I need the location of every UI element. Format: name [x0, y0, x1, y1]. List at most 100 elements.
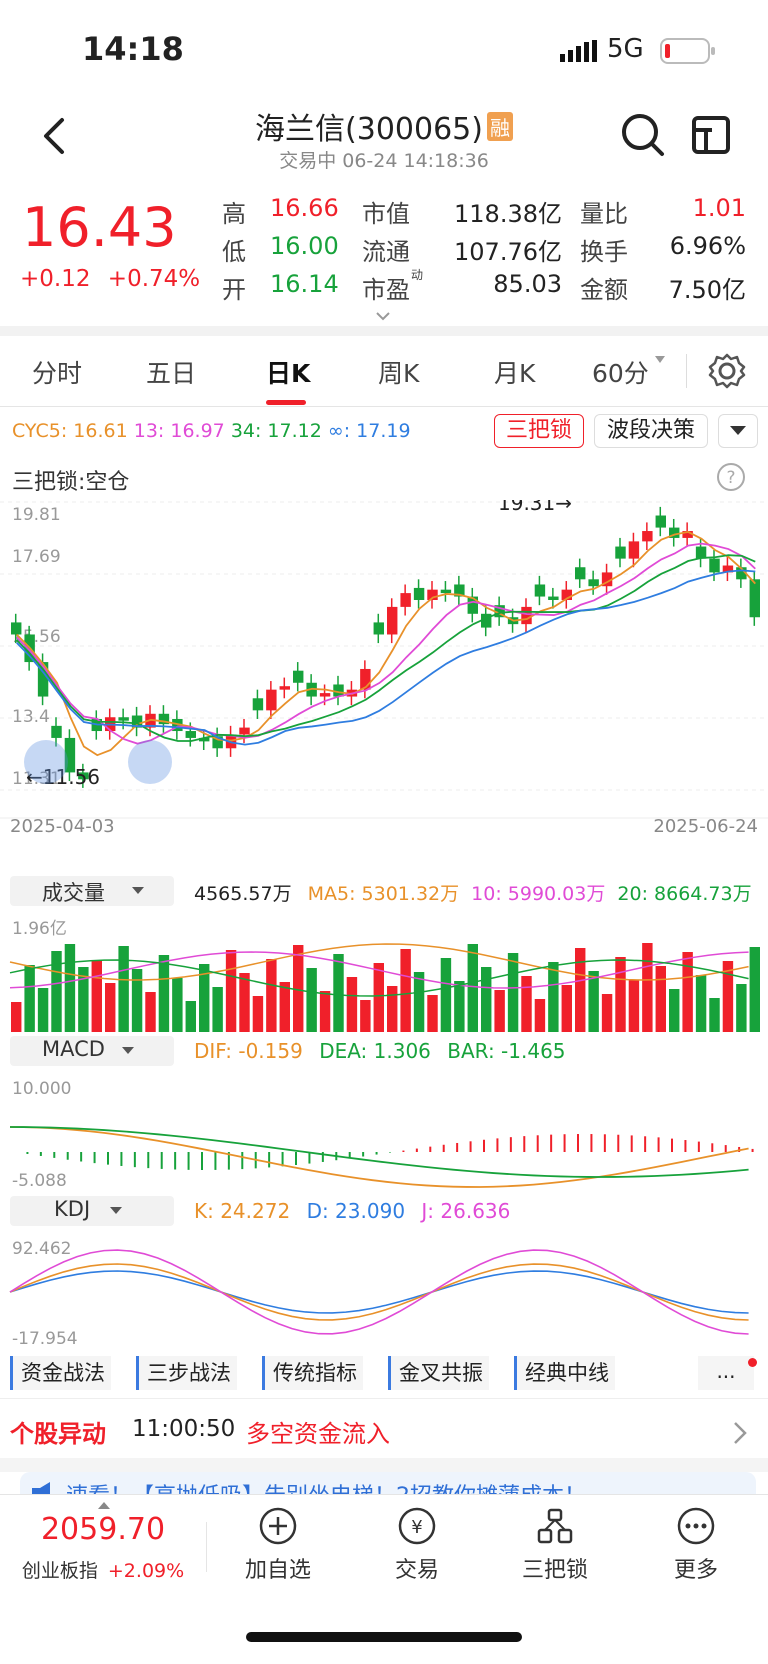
help-icon[interactable]: ? — [716, 462, 746, 492]
kdj-line — [9, 1263, 749, 1321]
cyc34-label: 34: 17.12 — [230, 420, 322, 442]
dropdown-triangle-icon[interactable] — [655, 356, 665, 364]
indicator-tag-0[interactable]: 资金战法 — [10, 1356, 111, 1390]
indicator-tag-3[interactable]: 金叉共振 — [388, 1356, 489, 1390]
quote-label: 高 — [222, 200, 246, 228]
candle-body — [333, 684, 344, 697]
quote-value: 6.96% — [669, 232, 746, 260]
volume-bar — [105, 983, 116, 1032]
volume-bar — [548, 962, 559, 1032]
quote-label: 市盈 — [362, 276, 410, 304]
status-bar: 14:18 5G — [0, 0, 768, 100]
candle-body — [695, 546, 707, 559]
pe-type-superscript: 动 — [411, 268, 424, 282]
candle-body — [709, 558, 720, 573]
volume-bar — [669, 989, 680, 1032]
kline-chart[interactable]: 19.8117.6915.5613.411.3119.31→←11.562025… — [0, 500, 768, 842]
more-dropdown-button[interactable] — [718, 414, 758, 448]
volume-ma5: MA5: 5301.32万 — [307, 883, 460, 905]
kdj-selector[interactable]: KDJ — [10, 1196, 174, 1226]
candle-body — [118, 717, 129, 721]
volume-ma-line — [9, 959, 749, 997]
volume-bar — [427, 995, 438, 1032]
wave-decision-button[interactable]: 波段决策 — [594, 414, 708, 448]
cyc5-label: CYC5: 16.61 — [12, 420, 128, 442]
three-lock-button[interactable]: 三把锁 — [494, 414, 584, 448]
quote-value: 7.50亿 — [668, 276, 746, 304]
candle-body — [212, 736, 223, 749]
search-icon[interactable] — [620, 112, 666, 158]
candle-body — [440, 589, 452, 594]
candle-body — [172, 718, 183, 732]
indicator-tag-1[interactable]: 三步战法 — [136, 1356, 237, 1390]
indicator-tag-4[interactable]: 经典中线 — [514, 1356, 615, 1390]
settings-gear-icon[interactable] — [708, 352, 746, 390]
candle-body — [722, 565, 734, 573]
ma-line — [16, 542, 756, 745]
volume-bar — [293, 945, 304, 1032]
stock-alert-row[interactable]: 个股异动 11:00:50 多空资金流入 — [0, 1402, 768, 1458]
volume-bar — [373, 963, 384, 1032]
volume-bar — [24, 965, 35, 1032]
dropdown-triangle-icon — [122, 1047, 134, 1054]
date-end-label: 2025-06-24 — [653, 816, 758, 837]
candle-body — [413, 587, 425, 600]
network-type: 5G — [607, 34, 644, 64]
volume-bar — [78, 967, 89, 1032]
tab-1[interactable]: 五日 — [146, 359, 197, 388]
tab-3[interactable]: 周K — [378, 359, 420, 388]
add-watchlist-label: 加自选 — [244, 1558, 311, 1583]
plus-circle-icon — [259, 1507, 297, 1545]
volume-bar — [346, 977, 358, 1032]
volume-bar — [252, 996, 264, 1032]
lock-status: 三把锁:空仓 — [12, 470, 130, 495]
volume-bar — [51, 951, 62, 1032]
quote-label: 市值 — [362, 200, 410, 228]
quote-label: 量比 — [580, 200, 628, 228]
volume-chart[interactable]: 1.96亿 — [0, 912, 768, 1036]
candle-body — [360, 668, 371, 690]
macd-selector[interactable]: MACD — [10, 1036, 174, 1066]
indicator-tag-2[interactable]: 传统指标 — [262, 1356, 363, 1390]
tab-4[interactable]: 月K — [494, 359, 536, 388]
three-lock-label: 三把锁 — [521, 1558, 588, 1583]
divider — [206, 1522, 207, 1572]
index-info[interactable]: 创业板指 +2.09% — [0, 1556, 206, 1583]
candle-body — [628, 541, 640, 559]
stock-title: 海兰信(300065) 融 — [0, 104, 768, 148]
volume-bar — [239, 973, 250, 1032]
macd-legend: DIF: -0.159 DEA: 1.306 BAR: -1.465 — [194, 1039, 566, 1063]
alert-time: 11:00:50 — [132, 1416, 236, 1442]
current-price: 16.43 — [22, 196, 177, 259]
tab-5[interactable]: 60分 — [592, 359, 649, 388]
candle-body — [655, 515, 666, 528]
tab-2[interactable]: 日K — [266, 359, 311, 388]
tab-0[interactable]: 分时 — [32, 359, 83, 388]
candle-body — [252, 698, 264, 711]
volume-bar — [118, 946, 129, 1032]
active-tab-indicator — [266, 400, 306, 405]
macd-title: MACD — [42, 1037, 105, 1061]
cyc13-label: 13: 16.97 — [133, 420, 225, 442]
more-indicators-button[interactable]: ... — [698, 1356, 754, 1390]
candle-body — [11, 622, 22, 635]
volume-ma10: 10: 5990.03万 — [471, 883, 606, 905]
candle-body — [185, 731, 196, 738]
volume-ma20: 20: 8664.73万 — [617, 883, 752, 905]
volume-bar — [11, 1002, 22, 1032]
index-value[interactable]: 2059.70 — [40, 1512, 166, 1547]
candle-body — [131, 715, 143, 728]
candle-body — [64, 737, 76, 773]
kdj-line — [9, 1249, 749, 1335]
back-icon[interactable] — [38, 116, 68, 156]
volume-bar — [360, 1000, 371, 1032]
quote-label: 低 — [222, 238, 246, 266]
volume-selector[interactable]: 成交量 — [10, 876, 174, 906]
macd-chart[interactable]: 10.000 -5.088 — [0, 1070, 768, 1198]
candle-body — [575, 567, 586, 580]
share-icon[interactable] — [690, 112, 734, 158]
quote-label: 流通 — [362, 238, 410, 266]
kdj-chart[interactable]: 92.462 -17.954 — [0, 1232, 768, 1354]
expand-chevron-icon[interactable] — [375, 310, 391, 322]
candle-body — [400, 593, 411, 607]
